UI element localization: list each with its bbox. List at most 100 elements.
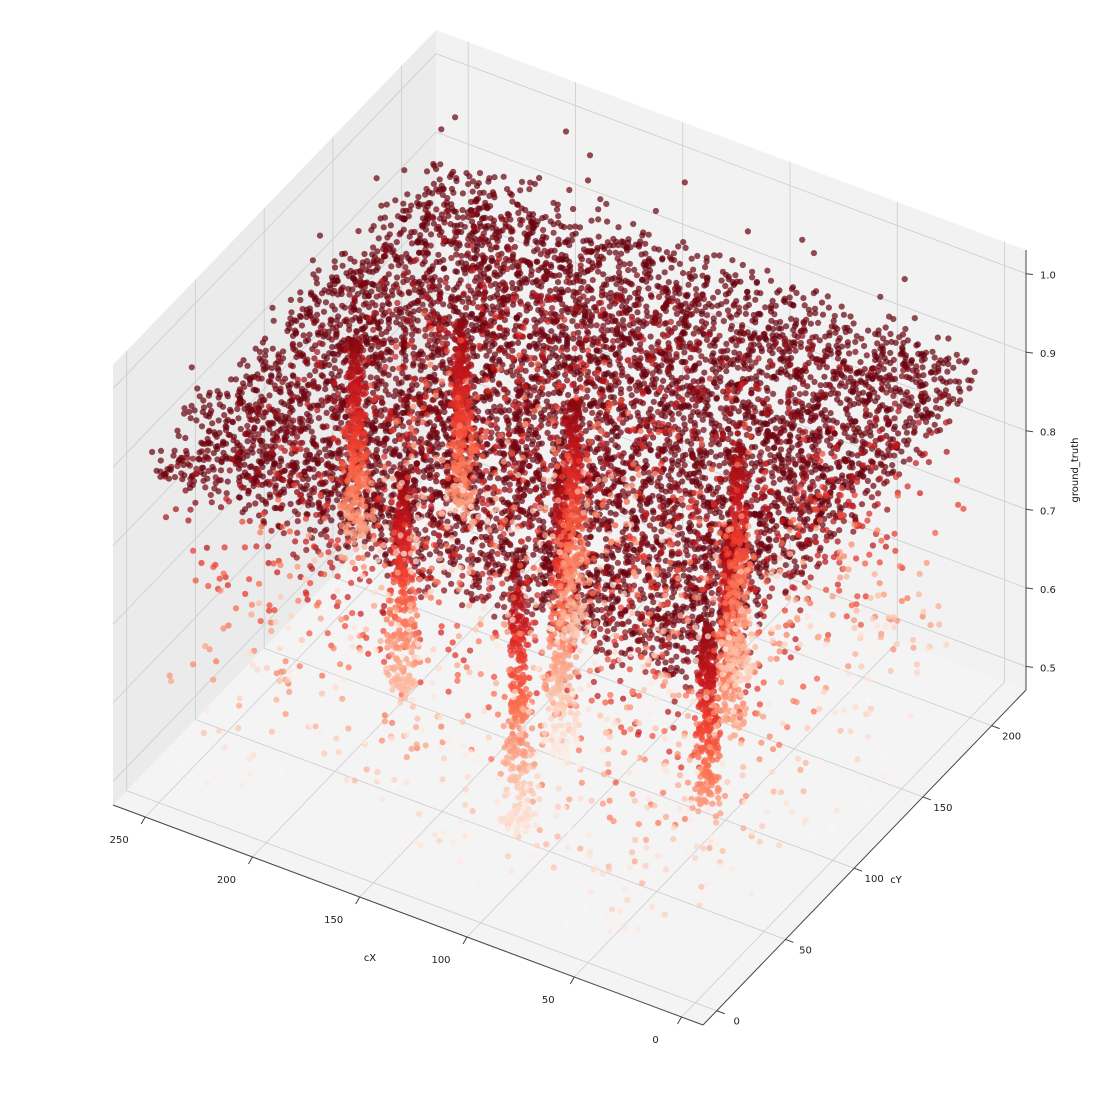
scatter-point (294, 529, 301, 537)
scatter-point (242, 590, 249, 598)
scatter-point (265, 543, 272, 550)
scatter-point (360, 563, 367, 571)
scatter-point (193, 417, 200, 424)
scatter-point (291, 429, 298, 436)
scatter-point (625, 618, 632, 625)
scatter-point (454, 539, 461, 546)
scatter-point (550, 864, 557, 871)
scatter-point (330, 593, 337, 601)
scatter-point (250, 751, 257, 758)
scatter-point (340, 468, 347, 475)
scatter-point (700, 845, 707, 852)
scatter-point (451, 558, 459, 565)
scatter-point (224, 478, 231, 485)
scatter-point (388, 620, 395, 627)
scatter-point (483, 508, 490, 515)
grid-line-z (435, 131, 1027, 353)
scatter-point (344, 477, 352, 484)
scatter-point (328, 453, 335, 460)
scatter-point (513, 721, 520, 728)
scatter-point (327, 489, 334, 496)
scatter-point (349, 643, 356, 650)
scatter-point (345, 725, 352, 732)
scatter-point (422, 527, 429, 534)
scatter-point (621, 924, 628, 931)
scatter-point (339, 695, 346, 702)
scatter-point (341, 461, 348, 468)
scatter-point (303, 510, 310, 518)
scatter-point (534, 773, 541, 780)
scatter-point (316, 340, 323, 347)
scatter-point (529, 611, 536, 618)
scatter-point (457, 858, 464, 865)
scatter-point (277, 562, 284, 569)
scatter-point (391, 782, 398, 789)
scatter-point (715, 794, 722, 802)
scatter-point (323, 423, 330, 430)
scatter-point (343, 614, 350, 621)
scatter-point (361, 543, 368, 551)
scatter-point (432, 831, 439, 838)
scatter-point (534, 592, 541, 599)
scatter-point (380, 422, 387, 429)
scatter-point (236, 494, 243, 501)
scatter-point (715, 774, 722, 781)
scatter-point (443, 735, 450, 742)
scatter-point (172, 506, 179, 513)
scatter-point (397, 580, 404, 587)
scatter-point (385, 421, 392, 428)
scatter-point (259, 458, 266, 465)
scatter-point (586, 831, 593, 839)
scatter-point (218, 459, 225, 466)
scatter-point (319, 373, 326, 380)
scatter-point (316, 232, 324, 239)
scatter-point (302, 459, 309, 466)
scatter-point (629, 553, 636, 561)
scatter-point (268, 627, 275, 635)
scatter-point (321, 750, 328, 757)
scatter-point (464, 712, 472, 719)
scatter-point (364, 551, 371, 558)
scatter-point (618, 649, 625, 656)
scatter-point (381, 442, 388, 449)
scatter-point (298, 416, 306, 423)
scatter-point (329, 302, 336, 309)
scatter-point (229, 418, 236, 425)
scatter-point (583, 534, 590, 542)
scatter-point (289, 340, 296, 347)
scatter-point (185, 517, 192, 524)
scatter-point (611, 638, 618, 645)
scatter-point (287, 315, 294, 322)
scatter-point (228, 376, 235, 383)
scatter-point (707, 723, 714, 730)
scatter-point (328, 517, 335, 524)
scatter-point (189, 455, 196, 462)
scatter-point (317, 324, 324, 331)
scatter-point (286, 528, 293, 535)
scatter-point (198, 464, 205, 472)
scatter-point (381, 453, 388, 460)
scatter-point (533, 751, 540, 758)
scatter-point (494, 550, 501, 558)
scatter-point (652, 673, 659, 680)
scatter-point (629, 849, 636, 856)
scatter-point (365, 650, 372, 657)
scatter-point (467, 647, 474, 654)
scatter-point (433, 547, 440, 555)
scatter-point (216, 429, 223, 436)
scatter-point (394, 636, 401, 643)
scatter-point (452, 652, 459, 659)
scatter-point (528, 787, 535, 794)
scatter-point (698, 615, 705, 623)
scatter-point (700, 787, 708, 794)
scatter-point (246, 650, 253, 657)
scatter-point (536, 827, 543, 834)
scatter-point (540, 518, 547, 526)
scatter-point (265, 419, 272, 426)
scatter-point (315, 415, 322, 422)
scatter-point (297, 296, 304, 304)
scatter-point (304, 401, 311, 408)
scatter-point (275, 351, 282, 358)
scatter-point (372, 648, 379, 655)
scatter-point (274, 429, 281, 436)
